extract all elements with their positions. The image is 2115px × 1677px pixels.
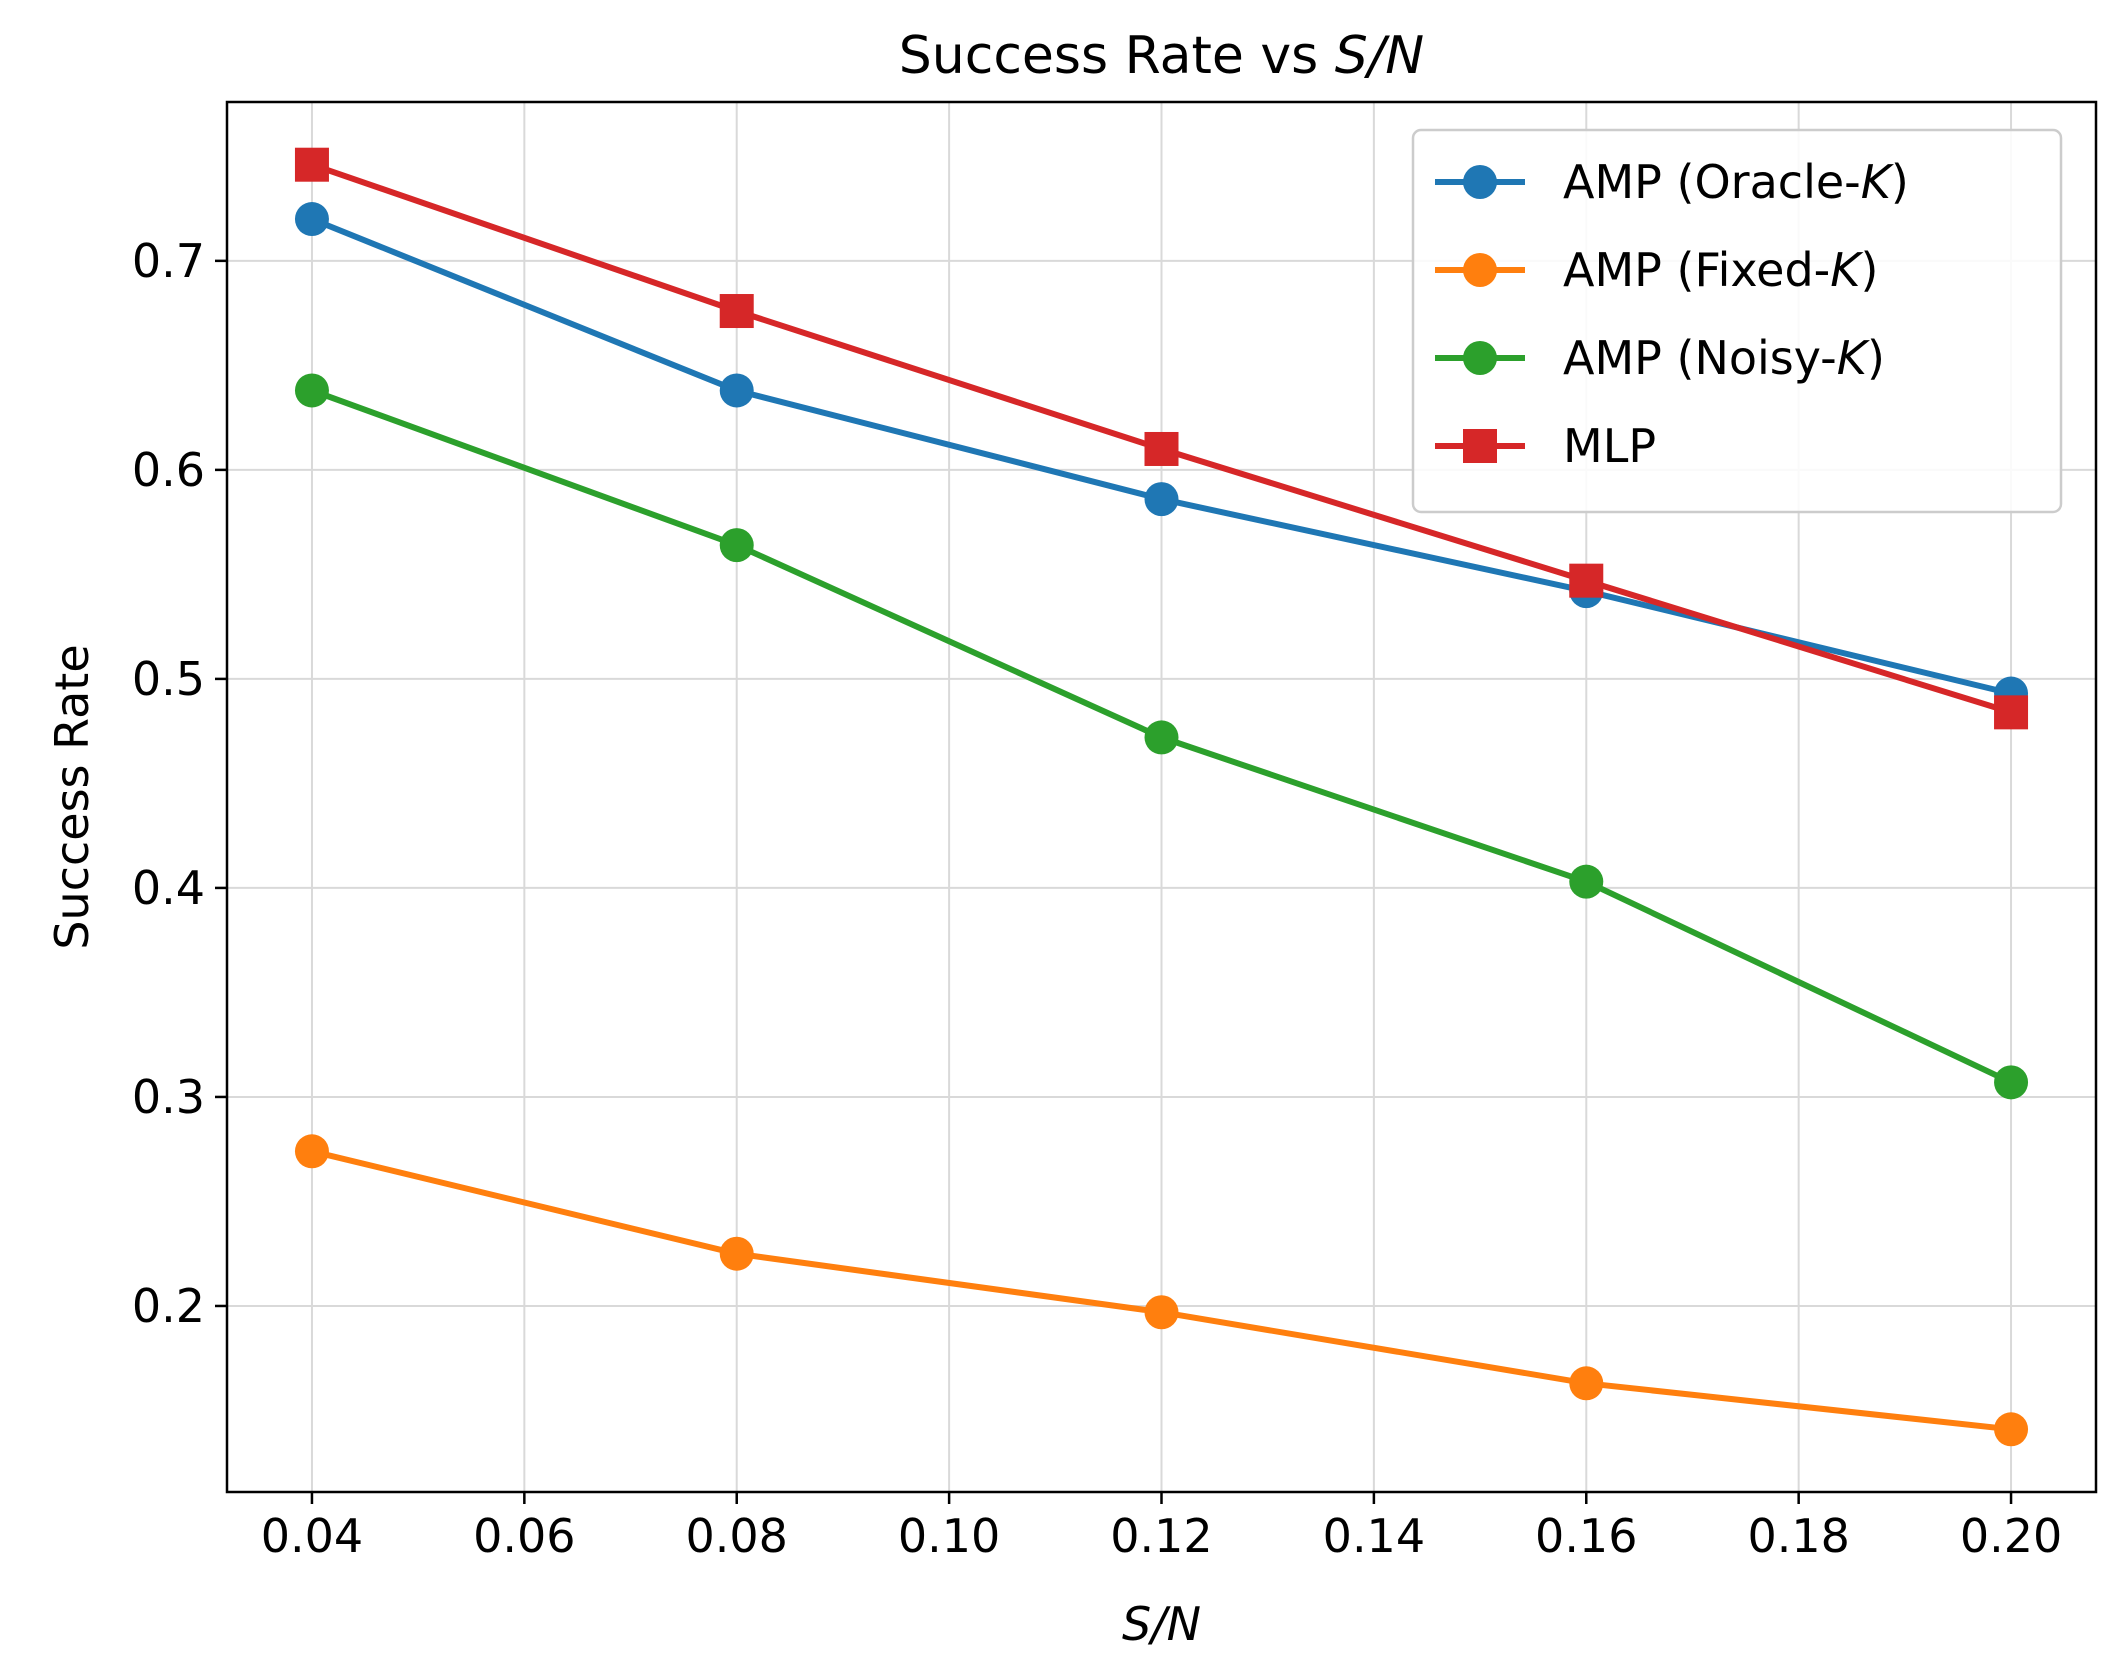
data-point [1569,864,1604,899]
legend-marker [1463,165,1497,199]
x-tick-label: 0.16 [1535,1509,1637,1563]
y-axis-label: Success Rate [45,644,99,949]
x-axis-label: S/N [1122,1597,1201,1651]
x-tick-label: 0.18 [1747,1509,1849,1563]
legend-marker [1463,429,1497,463]
x-tick-label: 0.06 [473,1509,575,1563]
legend-label: AMP (Noisy-K) [1563,331,1885,385]
legend-label: AMP (Fixed-K) [1563,243,1878,297]
data-point [294,1134,329,1169]
data-point [1569,563,1604,598]
x-tick-label: 0.10 [898,1509,1000,1563]
x-tick-label: 0.12 [1110,1509,1212,1563]
data-point [1144,482,1179,517]
x-tick-label: 0.08 [686,1509,788,1563]
legend-box [1411,128,2063,514]
data-point [294,147,329,182]
legend-item: AMP (Fixed-K) [1435,243,1878,297]
data-point [1994,1412,2029,1447]
y-tick-label: 0.4 [132,861,205,915]
y-tick-label: 0.5 [132,652,205,706]
x-tick-label: 0.04 [261,1509,363,1563]
legend: AMP (Oracle-K) AMP (Fixed-K) AMP (Noisy-K)… [1411,128,2063,514]
data-point [1569,1366,1604,1401]
data-point [719,294,754,329]
x-tick-label: 0.20 [1960,1509,2062,1563]
data-point [1144,431,1179,466]
data-point [294,202,329,237]
data-point [294,373,329,408]
x-tick-label: 0.14 [1323,1509,1425,1563]
series-amp-fixed-k [294,1134,2029,1447]
data-point [1994,1065,2029,1100]
data-point [719,373,754,408]
y-tick-label: 0.6 [132,443,205,497]
legend-marker [1463,253,1497,287]
data-point [1144,1295,1179,1330]
y-tick-label: 0.7 [132,234,205,288]
legend-item: AMP (Noisy-K) [1435,331,1885,385]
series-amp-noisy-k [294,373,2029,1100]
legend-item: AMP (Oracle-K) [1435,155,1909,209]
legend-label: AMP (Oracle-K) [1563,155,1909,209]
legend-marker [1463,341,1497,375]
axis-ticks: 0.04 0.06 0.08 0.10 0.12 0.14 0.16 0.18 0.20 0.2 0… [132,234,2062,1563]
data-point [1144,720,1179,755]
data-point [719,1236,754,1271]
legend-label: MLP [1563,419,1656,473]
data-point [719,528,754,563]
y-tick-label: 0.2 [132,1279,205,1333]
series-mlp [294,147,2029,730]
series-layer [294,147,2029,1447]
chart-title: Success Rate vs S/N [899,26,1424,86]
data-point [1994,695,2029,730]
y-tick-label: 0.3 [132,1070,205,1124]
legend-item: MLP [1435,419,1656,473]
